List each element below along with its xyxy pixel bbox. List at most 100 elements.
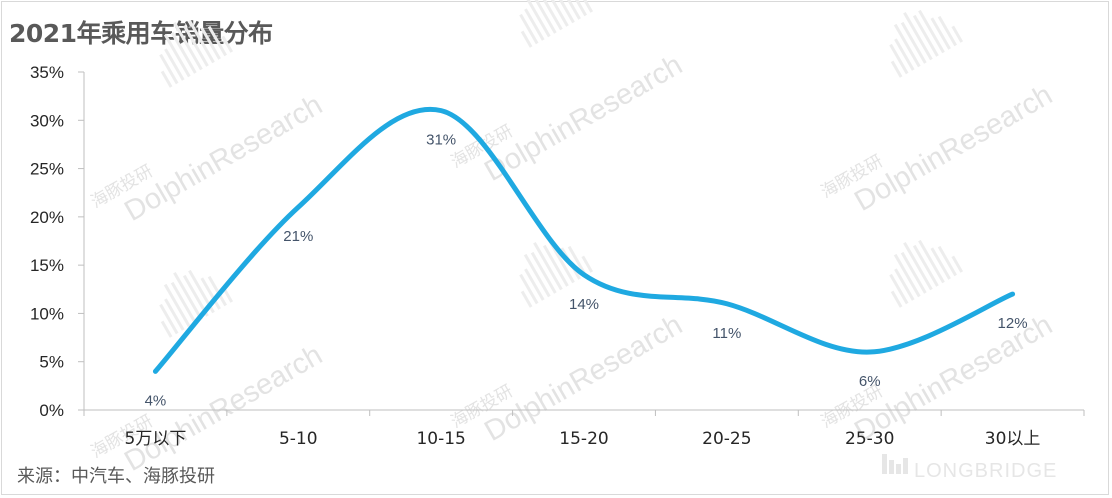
watermark-bar [951,25,964,43]
watermark-en: DolphinResearch [479,49,688,188]
watermark-bar [889,273,909,305]
y-tick-label: 30% [30,111,64,130]
watermark-bar [164,298,185,331]
x-tick-label: 20-25 [702,429,751,449]
y-tick-label: 15% [30,256,64,275]
corner-mark-bar [896,464,901,474]
y-tick-label: 25% [30,160,64,179]
watermark-bar [164,48,185,81]
watermark-bar [188,269,215,314]
watermark-bar [912,244,939,287]
y-tick-label: 20% [30,208,64,227]
watermark-bar [937,245,957,277]
watermark-bar [548,239,575,284]
watermark-bar [930,247,951,280]
watermark-bar [890,60,903,78]
watermark-bar [893,253,921,298]
data-label: 31% [426,132,456,149]
watermark-bar [520,30,533,48]
source-note: 来源：中汽车、海豚投研 [17,466,215,487]
longbridge-watermark: LONGBRIDGE [882,454,1057,482]
watermark-bar [533,0,563,31]
watermark-bar [207,275,227,307]
x-tick-label: 5-10 [279,429,318,449]
x-tick-label: 5万以下 [125,429,187,449]
watermark-bar [548,0,575,24]
watermark-bar [894,38,915,71]
data-label: 12% [998,315,1028,332]
watermark-bar [188,19,215,64]
series-line [152,106,1016,374]
watermark-bar [170,281,197,324]
watermark-bar [542,0,569,27]
y-tick-label: 35% [30,63,64,82]
watermark-bar [930,17,951,50]
watermark-bar [567,245,587,277]
watermark-bar [542,244,569,287]
watermark-bar [173,271,203,321]
watermark-bar [560,0,581,20]
watermark-bar [173,21,203,71]
x-tick-label: 25-30 [845,429,894,449]
data-label: 11% [712,325,741,342]
watermark-bar [567,0,587,17]
watermark-bar [937,15,957,47]
watermark-bar [520,290,533,308]
watermark-bar [159,53,179,85]
data-label: 6% [859,373,881,390]
watermark-bar [912,14,939,57]
watermark-bar [530,0,557,34]
watermark-bar [207,25,227,57]
data-label: 4% [145,392,167,409]
watermark-bar [163,283,191,328]
watermark-bar [918,239,945,284]
watermark-bar [890,290,903,308]
watermark-en: DolphinResearch [849,79,1058,218]
watermark-bar [163,33,191,78]
data-labels: 4% 21% 31% 14% 11% 6% 12% [145,132,1028,410]
watermark-bar [903,241,933,291]
watermark-bar [900,21,927,64]
watermark-bar [530,251,557,294]
watermark-bar [159,303,179,335]
watermark-bar [581,0,594,13]
watermark-bar [893,23,921,68]
watermark-bar [519,273,539,305]
data-label: 21% [283,228,313,245]
watermark-bar [182,274,209,317]
x-tick-label: 10-15 [416,429,465,449]
watermark-bar [889,43,909,75]
y-tick-label: 10% [30,304,64,323]
chart-title: 2021年乘用车销量分布 [9,19,273,48]
watermark-en: DolphinResearch [479,309,688,448]
watermark-bar [903,11,933,61]
watermark-bar [894,268,915,301]
watermark-bar [581,255,594,273]
watermark-bar [200,27,221,60]
watermark-bar [523,0,551,38]
corner-mark-text: LONGBRIDGE [914,460,1057,482]
data-label: 14% [569,296,599,313]
watermark-bar [160,320,173,338]
watermark-bar [524,8,545,41]
watermark-bar [523,253,551,298]
watermark-bar [900,251,927,294]
corner-mark-bar [903,458,908,474]
watermark-bar [221,35,234,53]
y-tick-label: 0% [39,401,64,420]
watermark-bar [918,9,945,54]
x-tick-label: 30以上 [985,429,1041,449]
watermark-bar [519,13,539,45]
watermark-bar [160,70,173,88]
watermark-bar [182,24,209,67]
watermark-bar [533,241,563,291]
axes: 0% 5% 10% 15% 20% 25% 30% 35% 5万以下 5-10 10-15 15-20… [30,63,1085,449]
y-tick-label: 5% [39,353,64,372]
watermark-bar [951,255,964,273]
